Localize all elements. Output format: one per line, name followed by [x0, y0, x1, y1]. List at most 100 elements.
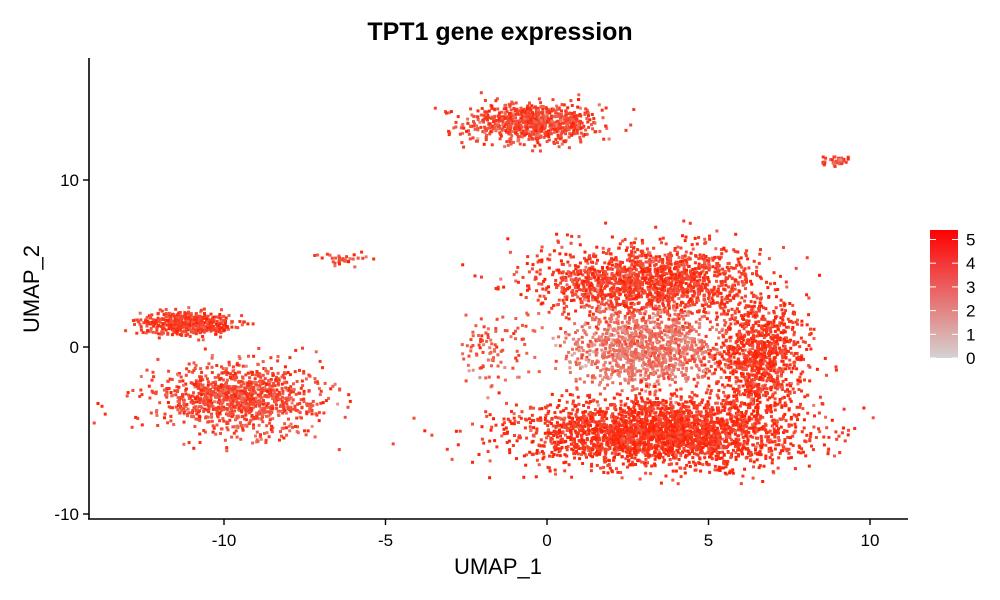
- cell-point: [260, 417, 264, 421]
- cell-point: [254, 381, 258, 385]
- cell-point: [577, 337, 581, 341]
- cell-point: [564, 139, 568, 143]
- cell-point: [509, 126, 513, 130]
- cell-point: [476, 109, 480, 113]
- cell-point: [701, 282, 705, 286]
- cell-point: [263, 386, 267, 389]
- cell-point: [591, 127, 595, 131]
- cell-point: [520, 337, 524, 341]
- cell-point: [691, 303, 695, 307]
- cell-point: [569, 255, 573, 259]
- cell-point: [149, 411, 153, 415]
- cell-point: [697, 257, 701, 261]
- cell-point: [606, 299, 610, 303]
- cell-point: [472, 114, 476, 118]
- cell-point: [150, 320, 154, 324]
- cell-point: [210, 419, 214, 423]
- cell-point: [567, 116, 571, 120]
- cell-point: [647, 376, 650, 380]
- cell-point: [678, 263, 682, 267]
- cell-point: [302, 400, 306, 404]
- cell-point: [178, 314, 182, 318]
- cell-point: [706, 277, 710, 281]
- cell-point: [200, 315, 204, 319]
- cell-point: [618, 303, 622, 307]
- cell-point: [607, 278, 611, 282]
- cell-point: [635, 277, 639, 281]
- cell-point: [772, 271, 776, 275]
- cell-point: [635, 387, 639, 391]
- cell-point: [639, 249, 643, 253]
- cell-point: [549, 132, 553, 136]
- cell-point: [219, 383, 223, 387]
- cell-point: [610, 257, 613, 261]
- cell-point: [648, 357, 651, 361]
- cell-point: [704, 367, 708, 371]
- cell-point: [562, 301, 566, 305]
- cell-point: [299, 386, 303, 390]
- cell-point: [271, 417, 275, 421]
- cell-point: [199, 396, 202, 400]
- cell-point: [333, 261, 337, 265]
- cell-point: [298, 402, 302, 405]
- cell-point: [683, 290, 687, 294]
- cell-point: [258, 374, 262, 378]
- cell-point: [192, 414, 195, 418]
- cell-point: [219, 319, 223, 323]
- cell-point: [171, 328, 175, 332]
- cell-point: [297, 391, 301, 395]
- cell-point: [276, 355, 280, 358]
- cell-point: [715, 328, 718, 332]
- cell-point: [576, 343, 580, 347]
- cell-point: [134, 415, 138, 419]
- cell-point: [625, 304, 629, 308]
- cell-point: [613, 353, 617, 356]
- cell-point: [580, 121, 584, 125]
- cell-point: [585, 108, 589, 112]
- cell-point: [169, 414, 173, 418]
- cell-point: [540, 260, 544, 264]
- cell-point: [604, 221, 608, 225]
- cell-point: [198, 375, 202, 379]
- cell-point: [744, 294, 747, 298]
- cell-point: [537, 121, 541, 125]
- cell-point: [261, 373, 265, 377]
- cell-point: [537, 116, 541, 120]
- cell-point: [537, 119, 541, 123]
- cell-point: [454, 125, 458, 129]
- cell-point: [549, 128, 552, 132]
- cell-point: [744, 280, 748, 284]
- cell-point: [476, 118, 480, 122]
- cell-point: [538, 143, 542, 147]
- cell-point: [245, 395, 249, 399]
- cell-point: [703, 241, 707, 245]
- cell-point: [656, 281, 660, 285]
- cell-point: [699, 345, 703, 349]
- cell-point: [253, 377, 257, 381]
- cell-point: [533, 120, 536, 124]
- cell-point: [747, 266, 751, 270]
- cell-point: [493, 114, 497, 118]
- cell-point: [672, 333, 676, 337]
- cell-point: [159, 324, 163, 328]
- cell-point: [560, 142, 564, 146]
- cell-point: [595, 348, 599, 351]
- cell-point: [224, 316, 228, 320]
- cell-point: [546, 257, 550, 261]
- cell-point: [653, 289, 657, 293]
- cell-point: [220, 399, 224, 403]
- cell-point: [585, 350, 589, 354]
- cell-point: [207, 327, 211, 331]
- cell-point: [534, 275, 538, 279]
- cell-point: [672, 300, 676, 304]
- cell-point: [255, 438, 259, 442]
- cell-point: [632, 297, 635, 301]
- cell-point: [187, 316, 191, 320]
- cell-point: [261, 399, 265, 403]
- cell-point: [639, 259, 643, 263]
- cell-point: [226, 386, 230, 390]
- cell-point: [568, 253, 572, 257]
- cell-point: [482, 325, 486, 329]
- cell-point: [267, 405, 271, 409]
- cell-point: [704, 282, 708, 286]
